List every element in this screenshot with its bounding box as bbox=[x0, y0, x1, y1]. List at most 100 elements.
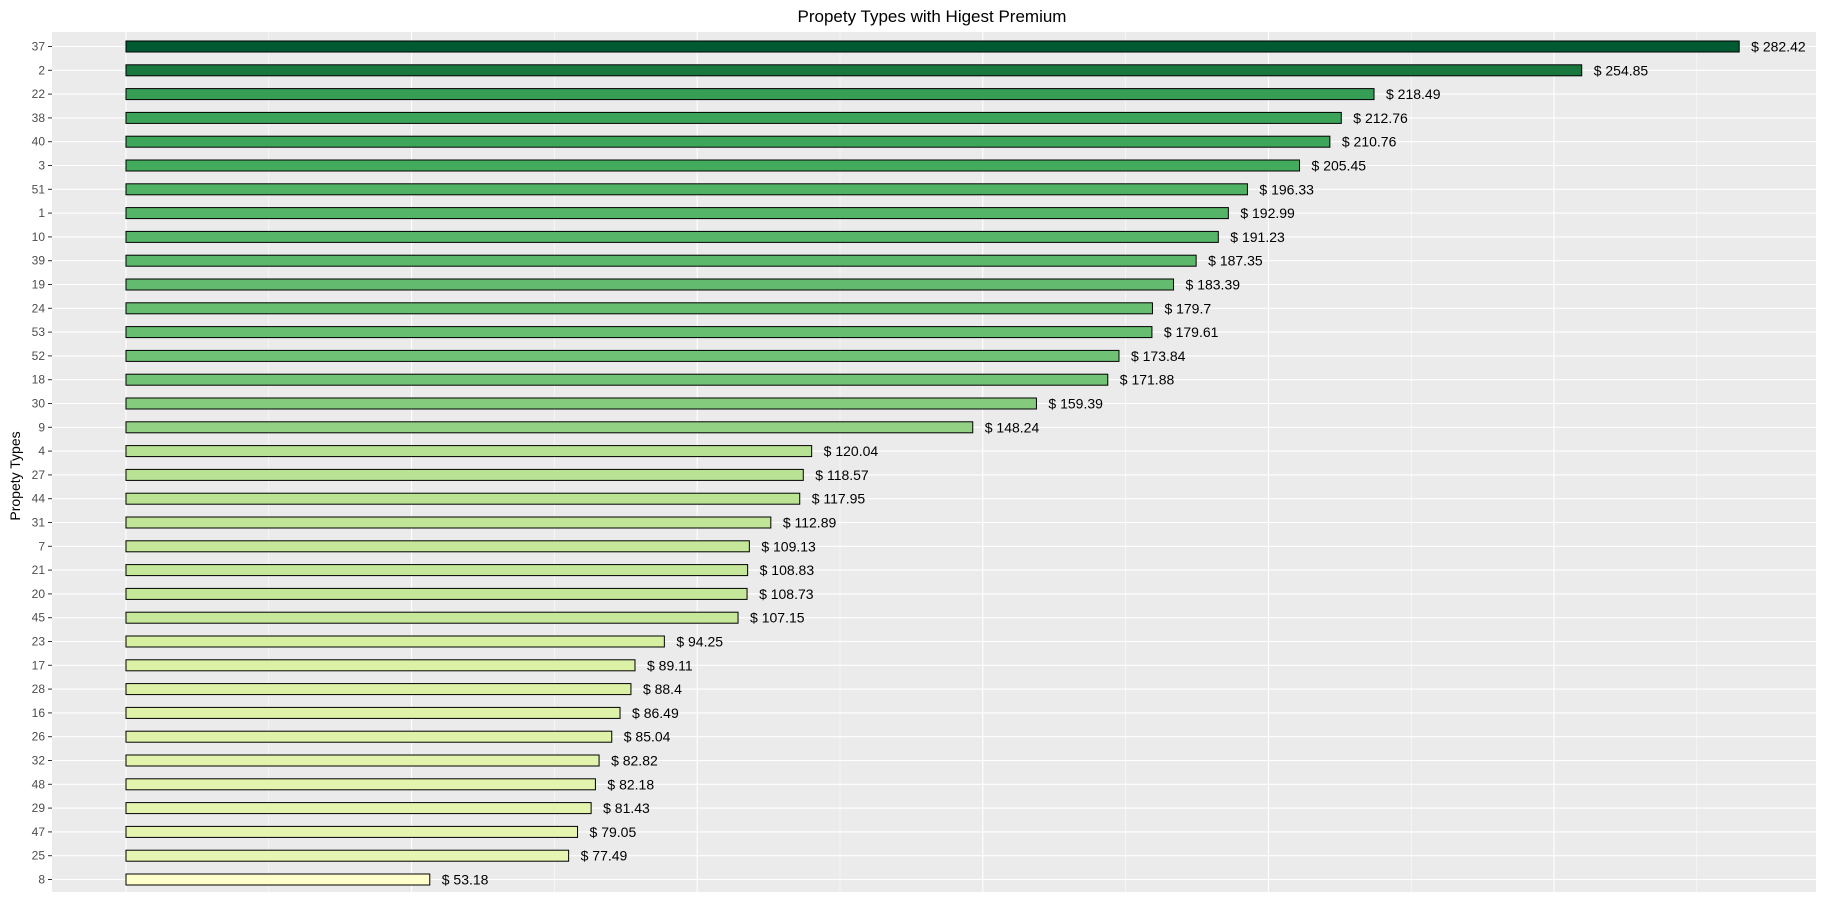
bar-18 bbox=[125, 373, 1109, 386]
bar-22 bbox=[125, 88, 1375, 101]
tick-label-40: 40 bbox=[32, 135, 46, 149]
bar-25 bbox=[125, 849, 570, 862]
tick-label-20: 20 bbox=[32, 587, 46, 601]
bar-16 bbox=[125, 706, 621, 719]
bar-10 bbox=[125, 230, 1219, 243]
tick-label-3: 3 bbox=[38, 159, 45, 173]
tick-label-27: 27 bbox=[32, 468, 46, 482]
data-label-3: $ 205.45 bbox=[1312, 158, 1367, 174]
chart-title: Propety Types with Higest Premium bbox=[798, 7, 1067, 26]
data-label-28: $ 88.4 bbox=[643, 681, 682, 697]
data-label-40: $ 210.76 bbox=[1342, 134, 1397, 150]
tick-label-37: 37 bbox=[32, 40, 46, 54]
bar-40 bbox=[125, 135, 1331, 148]
data-label-26: $ 85.04 bbox=[624, 729, 671, 745]
bar-19 bbox=[125, 278, 1175, 291]
tick-label-26: 26 bbox=[32, 730, 46, 744]
data-label-48: $ 82.18 bbox=[607, 776, 654, 792]
data-label-53: $ 179.61 bbox=[1164, 324, 1219, 340]
data-label-19: $ 183.39 bbox=[1186, 277, 1241, 293]
bar-45 bbox=[125, 611, 739, 624]
bars bbox=[125, 40, 1740, 886]
tick-label-47: 47 bbox=[32, 825, 46, 839]
tick-label-38: 38 bbox=[32, 111, 46, 125]
tick-label-17: 17 bbox=[32, 658, 46, 672]
data-label-32: $ 82.82 bbox=[611, 753, 658, 769]
tick-label-2: 2 bbox=[38, 63, 45, 77]
tick-label-8: 8 bbox=[38, 873, 45, 887]
data-label-51: $ 196.33 bbox=[1259, 181, 1314, 197]
bar-3 bbox=[125, 159, 1301, 172]
data-labels: $ 282.42 $ 254.85 $ 218.49 $ 212.76 $ 210.76… bbox=[442, 39, 1806, 888]
data-label-25: $ 77.49 bbox=[581, 848, 628, 864]
tick-label-44: 44 bbox=[32, 492, 46, 506]
data-label-24: $ 179.7 bbox=[1164, 300, 1211, 316]
data-label-8: $ 53.18 bbox=[442, 872, 489, 888]
data-label-30: $ 159.39 bbox=[1048, 396, 1103, 412]
tick-label-48: 48 bbox=[32, 777, 46, 791]
data-label-1: $ 192.99 bbox=[1240, 205, 1295, 221]
data-label-2: $ 254.85 bbox=[1594, 62, 1649, 78]
tick-label-24: 24 bbox=[32, 301, 46, 315]
bar-37 bbox=[125, 40, 1740, 53]
tick-label-45: 45 bbox=[32, 611, 46, 625]
tick-label-10: 10 bbox=[32, 230, 46, 244]
tick-label-30: 30 bbox=[32, 397, 46, 411]
data-label-22: $ 218.49 bbox=[1386, 86, 1441, 102]
bar-51 bbox=[125, 183, 1248, 196]
y-axis-label: Propety Types bbox=[7, 431, 23, 520]
bar-7 bbox=[125, 540, 750, 553]
data-label-4: $ 120.04 bbox=[824, 443, 879, 459]
data-label-7: $ 109.13 bbox=[761, 538, 816, 554]
bar-47 bbox=[125, 825, 579, 838]
bar-9 bbox=[125, 421, 974, 434]
bar-48 bbox=[125, 778, 596, 791]
data-label-45: $ 107.15 bbox=[750, 610, 805, 626]
data-label-16: $ 86.49 bbox=[632, 705, 679, 721]
tick-label-39: 39 bbox=[32, 254, 46, 268]
data-label-21: $ 108.83 bbox=[760, 562, 815, 578]
bar-29 bbox=[125, 802, 592, 815]
data-label-52: $ 173.84 bbox=[1131, 348, 1186, 364]
data-label-23: $ 94.25 bbox=[676, 634, 723, 650]
tick-label-32: 32 bbox=[32, 754, 46, 768]
bar-44 bbox=[125, 492, 801, 505]
data-label-38: $ 212.76 bbox=[1353, 110, 1408, 126]
data-label-20: $ 108.73 bbox=[759, 586, 814, 602]
bar-28 bbox=[125, 683, 632, 696]
tick-label-9: 9 bbox=[38, 420, 45, 434]
tick-label-52: 52 bbox=[32, 349, 46, 363]
plot-panel bbox=[52, 32, 1816, 892]
data-label-47: $ 79.05 bbox=[590, 824, 637, 840]
tick-label-23: 23 bbox=[32, 635, 46, 649]
tick-label-7: 7 bbox=[38, 539, 45, 553]
data-label-29: $ 81.43 bbox=[603, 800, 650, 816]
tick-label-53: 53 bbox=[32, 325, 46, 339]
bar-27 bbox=[125, 468, 804, 481]
data-label-31: $ 112.89 bbox=[783, 515, 837, 531]
bar-38 bbox=[125, 111, 1342, 124]
tick-label-19: 19 bbox=[32, 278, 46, 292]
bar-20 bbox=[125, 587, 748, 600]
tick-label-25: 25 bbox=[32, 849, 46, 863]
data-label-17: $ 89.11 bbox=[647, 657, 693, 673]
data-label-27: $ 118.57 bbox=[815, 467, 869, 483]
tick-label-1: 1 bbox=[38, 206, 45, 220]
bar-23 bbox=[125, 635, 665, 648]
data-label-10: $ 191.23 bbox=[1230, 229, 1285, 245]
bar-32 bbox=[125, 754, 600, 767]
tick-label-22: 22 bbox=[32, 87, 46, 101]
tick-label-18: 18 bbox=[32, 373, 46, 387]
bar-24 bbox=[125, 302, 1153, 315]
bar-4 bbox=[125, 445, 813, 458]
bar-39 bbox=[125, 254, 1197, 267]
tick-label-4: 4 bbox=[38, 444, 45, 458]
tick-label-31: 31 bbox=[32, 516, 46, 530]
bar-30 bbox=[125, 397, 1037, 410]
data-label-37: $ 282.42 bbox=[1751, 39, 1806, 55]
bar-17 bbox=[125, 659, 636, 672]
bar-1 bbox=[125, 207, 1229, 220]
bar-52 bbox=[125, 349, 1120, 362]
data-label-44: $ 117.95 bbox=[812, 491, 866, 507]
